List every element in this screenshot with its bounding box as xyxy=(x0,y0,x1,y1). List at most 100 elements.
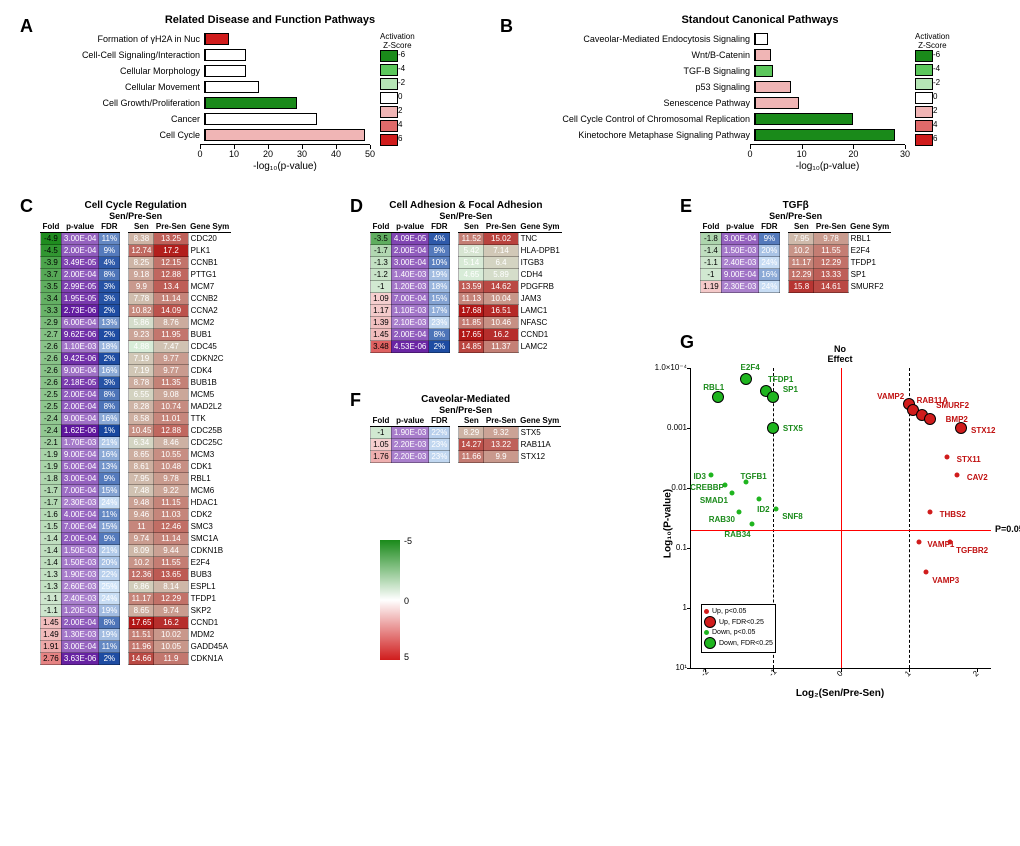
hm-left: Foldp-valueFDR -1.8 3.00E-04 9% -1.4 1.5… xyxy=(700,221,780,293)
bar-label: TGF-B Signaling xyxy=(520,66,754,76)
fdr-cell: 18% xyxy=(99,341,120,353)
gene-cell: CDC25B xyxy=(188,425,231,437)
p-cell: 9.00E-04 xyxy=(721,269,758,281)
pre-cell: 12.88 xyxy=(154,425,188,437)
xtick: -1 xyxy=(767,667,778,678)
gene-cell: LAMC1 xyxy=(518,305,562,317)
p-cell: 2.30E-03 xyxy=(61,497,98,509)
sen-cell: 14.66 xyxy=(129,653,154,665)
pre-cell: 14.61 xyxy=(814,281,848,293)
fdr-cell: 17% xyxy=(429,305,450,317)
fdr-cell: 15% xyxy=(99,485,120,497)
p-cell: 2.20E-03 xyxy=(391,439,428,451)
bar-row: Wnt/B-Catenin xyxy=(520,48,940,62)
sen-cell: 9.48 xyxy=(129,497,154,509)
fdr-cell: 23% xyxy=(429,439,450,451)
p-cell: 3.00E-04 xyxy=(61,641,98,653)
bar-fill xyxy=(755,97,799,109)
scatter-label: STX11 xyxy=(957,455,981,464)
pre-cell: 13.25 xyxy=(154,233,188,245)
fold-cell: -1.6 xyxy=(41,509,62,521)
scatter-label: ID2 xyxy=(757,505,769,514)
sen-cell: 5.14 xyxy=(459,257,484,269)
sen-cell: 8.28 xyxy=(129,401,154,413)
sen-cell: 11.13 xyxy=(459,293,484,305)
sen-cell: 8.29 xyxy=(459,427,484,439)
p-cell: 2.30E-03 xyxy=(721,281,758,293)
bar-row: Kinetochore Metaphase Signaling Pathway xyxy=(520,128,940,142)
gene-cell: TNC xyxy=(518,233,562,245)
fdr-cell: 11% xyxy=(99,509,120,521)
hm-right: SenPre-SenGene Sym 8.38 13.25 CDC20 12.7… xyxy=(128,221,231,665)
gene-cell: SP1 xyxy=(848,269,891,281)
pre-cell: 14.09 xyxy=(154,305,188,317)
hm-left: Foldp-valueFDR -3.5 4.09E-05 4% -1.7 2.0… xyxy=(370,221,450,353)
fdr-cell: 15% xyxy=(429,293,450,305)
gene-cell: RBL1 xyxy=(188,473,231,485)
bar-label: Formation of γH2A in Nuc xyxy=(40,34,204,44)
fold-cell: -2.1 xyxy=(41,437,62,449)
sen-cell: 10.2 xyxy=(129,557,154,569)
fold-cell: -4.5 xyxy=(41,245,62,257)
fold-cell: -1.9 xyxy=(41,461,62,473)
fdr-cell: 21% xyxy=(99,437,120,449)
panel-F-label: F xyxy=(350,390,361,411)
fold-cell: 1.05 xyxy=(371,439,392,451)
gene-cell: TFDP1 xyxy=(848,257,891,269)
p-cell: 1.50E-03 xyxy=(61,557,98,569)
pre-cell: 8.46 xyxy=(154,437,188,449)
p-cell: 9.00E-04 xyxy=(61,365,98,377)
hm-title: Caveolar-Mediated xyxy=(370,394,561,405)
hm-subtitle: Sen/Pre-Sen xyxy=(370,405,561,415)
fdr-cell: 18% xyxy=(429,281,450,293)
p-cell: 1.62E-06 xyxy=(61,425,98,437)
scatter-label: RAB30 xyxy=(709,515,735,524)
gene-cell: LAMC2 xyxy=(518,341,562,353)
scatter-point xyxy=(757,496,762,501)
gene-cell: CDKN1B xyxy=(188,545,231,557)
panel-E-label: E xyxy=(680,196,692,217)
fdr-cell: 19% xyxy=(429,269,450,281)
pre-cell: 7.47 xyxy=(154,341,188,353)
pre-cell: 13.65 xyxy=(154,569,188,581)
panel-B-label: B xyxy=(500,16,513,37)
bar-fill xyxy=(205,33,229,45)
fold-cell: -3.7 xyxy=(41,269,62,281)
fold-cell: -2.4 xyxy=(41,425,62,437)
gene-cell: HDAC1 xyxy=(188,497,231,509)
pre-cell: 8.76 xyxy=(154,317,188,329)
hm-title: Cell Adhesion & Focal Adhesion xyxy=(370,200,562,211)
sen-cell: 7.95 xyxy=(129,473,154,485)
bar-fill xyxy=(205,113,317,125)
bar-fill xyxy=(755,113,853,125)
p-cell: 1.40E-03 xyxy=(391,269,428,281)
p05-label: P=0.05 xyxy=(995,524,1020,534)
fold-cell: -2.6 xyxy=(41,377,62,389)
gene-cell: PTTG1 xyxy=(188,269,231,281)
fold-cell: 1.17 xyxy=(371,305,392,317)
pre-cell: 12.15 xyxy=(154,257,188,269)
bar-label: Cancer xyxy=(40,114,204,124)
gene-cell: SMC3 xyxy=(188,521,231,533)
x-axis-title: -log₁₀(p-value) xyxy=(750,161,905,172)
p-cell: 1.50E-03 xyxy=(721,245,758,257)
bar-row: Caveolar-Mediated Endocytosis Signaling xyxy=(520,32,940,46)
fdr-cell: 4% xyxy=(99,257,120,269)
fdr-cell: 9% xyxy=(759,233,780,245)
fdr-cell: 11% xyxy=(99,233,120,245)
bar-row: TGF-B Signaling xyxy=(520,64,940,78)
bar-fill xyxy=(205,65,246,77)
gene-cell: TTK xyxy=(188,413,231,425)
sen-cell: 13.59 xyxy=(459,281,484,293)
p-cell: 2.00E-04 xyxy=(391,329,428,341)
fdr-cell: 2% xyxy=(99,329,120,341)
sen-cell: 17.65 xyxy=(459,329,484,341)
gene-cell: MCM6 xyxy=(188,485,231,497)
sen-cell: 7.48 xyxy=(129,485,154,497)
pre-cell: 11.01 xyxy=(154,413,188,425)
gene-cell: SMURF2 xyxy=(848,281,891,293)
fold-cell: -3.5 xyxy=(41,281,62,293)
scatter-label: VAMP3 xyxy=(932,576,959,585)
hm-left: Foldp-valueFDR -4.9 3.00E-04 11% -4.5 2.… xyxy=(40,221,120,665)
gene-cell: PDGFRB xyxy=(518,281,562,293)
